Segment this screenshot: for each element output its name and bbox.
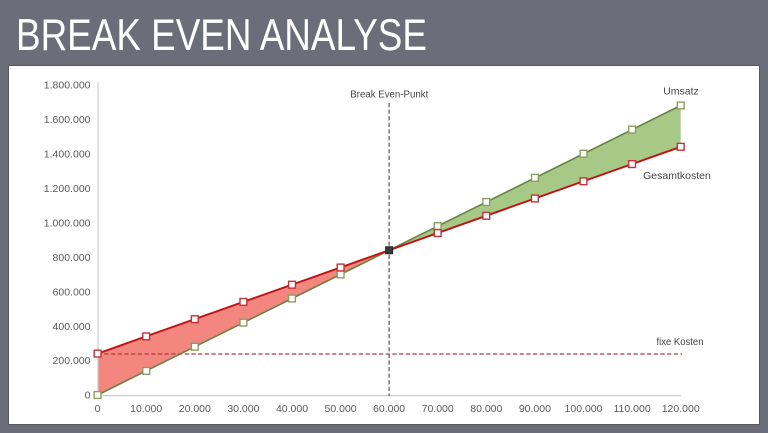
svg-text:Gesamtkosten: Gesamtkosten xyxy=(643,170,711,182)
svg-text:90.000: 90.000 xyxy=(519,403,551,415)
svg-text:800.000: 800.000 xyxy=(53,252,91,264)
svg-text:Umsatz: Umsatz xyxy=(663,86,699,98)
svg-text:400.000: 400.000 xyxy=(53,321,91,333)
svg-text:200.000: 200.000 xyxy=(53,355,91,367)
svg-text:110.000: 110.000 xyxy=(614,403,651,415)
svg-text:70.000: 70.000 xyxy=(422,403,454,415)
svg-text:30.000: 30.000 xyxy=(227,403,259,415)
svg-text:fixe Kosten: fixe Kosten xyxy=(657,336,704,348)
svg-text:20.000: 20.000 xyxy=(179,403,211,415)
svg-text:10.000: 10.000 xyxy=(130,403,162,415)
svg-text:Break Even-Punkt: Break Even-Punkt xyxy=(350,89,428,101)
svg-text:1.600.000: 1.600.000 xyxy=(44,114,91,126)
svg-text:600.000: 600.000 xyxy=(53,286,91,298)
svg-text:1.400.000: 1.400.000 xyxy=(44,148,91,160)
svg-text:100.000: 100.000 xyxy=(565,403,603,415)
svg-text:50.000: 50.000 xyxy=(325,403,357,415)
svg-text:0: 0 xyxy=(85,390,91,402)
svg-text:80.000: 80.000 xyxy=(470,403,502,415)
svg-text:1.200.000: 1.200.000 xyxy=(44,183,91,195)
svg-text:40.000: 40.000 xyxy=(276,403,308,415)
svg-text:1.800.000: 1.800.000 xyxy=(44,80,91,92)
svg-text:120.000: 120.000 xyxy=(662,403,700,415)
svg-text:60.000: 60.000 xyxy=(373,403,405,415)
svg-text:0: 0 xyxy=(95,403,101,415)
svg-text:1.000.000: 1.000.000 xyxy=(44,217,91,229)
